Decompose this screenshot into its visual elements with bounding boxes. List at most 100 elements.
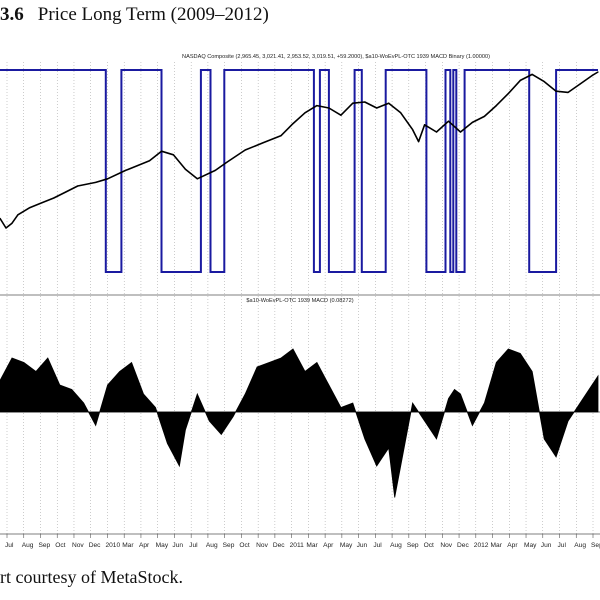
x-tick-label: 2010 xyxy=(105,542,120,549)
macd-histogram-layer xyxy=(0,348,599,498)
x-tick-label: Dec xyxy=(273,542,285,549)
price-point xyxy=(435,131,438,133)
x-tick-label: Aug xyxy=(22,542,34,549)
x-tick-label: 2012 xyxy=(474,542,489,549)
price-point xyxy=(136,165,139,167)
price-point xyxy=(555,90,557,92)
figure-caption: rt courtesy of MetaStock. xyxy=(0,567,183,587)
price-point xyxy=(328,107,330,109)
x-tick-label: Apr xyxy=(507,542,518,549)
price-point xyxy=(5,227,7,229)
price-point xyxy=(418,141,420,143)
price-point xyxy=(160,150,163,152)
x-tick-label: May xyxy=(524,542,537,549)
price-point xyxy=(214,169,216,171)
x-tick-label: Sep xyxy=(38,542,50,549)
price-point xyxy=(53,197,55,199)
x-tick-label: Mar xyxy=(122,542,134,549)
price-point xyxy=(107,178,109,180)
price-point xyxy=(388,102,390,104)
price-point xyxy=(172,154,174,156)
x-tick-label: Mar xyxy=(491,542,503,549)
price-point xyxy=(304,112,306,114)
price-point xyxy=(412,129,414,131)
price-point xyxy=(591,75,593,77)
x-tick-label: Mar xyxy=(306,542,318,549)
price-point xyxy=(65,191,67,193)
price-point xyxy=(459,131,462,133)
macd-panel-title: $a10-WoEvPL-OTC 1939 MACD (0.08272) xyxy=(246,298,353,304)
price-point xyxy=(262,142,264,144)
x-tick-label: Jul xyxy=(558,542,567,549)
price-point xyxy=(519,79,521,81)
price-point xyxy=(495,105,497,107)
x-tick-label: Apr xyxy=(139,542,150,549)
price-point xyxy=(400,112,402,114)
price-point xyxy=(340,114,342,116)
price-point xyxy=(579,83,581,85)
price-point xyxy=(292,123,294,125)
nasdaq-price-line xyxy=(0,71,599,229)
price-point xyxy=(29,207,31,209)
price-point xyxy=(531,73,533,75)
price-point xyxy=(471,121,473,123)
price-point xyxy=(95,181,97,183)
x-tick-label: Apr xyxy=(323,542,334,549)
x-tick-label: Jun xyxy=(357,542,368,549)
x-tick-label: Jun xyxy=(172,542,183,549)
figure-title-text: Price Long Term (2009–2012) xyxy=(37,4,269,25)
x-tick-label: Dec xyxy=(457,542,469,549)
x-tick-label: Oct xyxy=(55,542,65,549)
x-tick-label: Sep xyxy=(223,542,235,549)
macd-histogram xyxy=(0,348,599,498)
price-point xyxy=(447,120,450,122)
x-tick-label: Aug xyxy=(390,542,402,549)
price-point xyxy=(567,91,569,93)
macd-panel: $a10-WoEvPL-OTC 1939 MACD (0.08272) xyxy=(0,298,600,498)
price-point xyxy=(483,115,485,117)
x-tick-label: Sep xyxy=(591,542,600,549)
x-tick-label: May xyxy=(340,542,353,549)
price-point xyxy=(226,161,228,163)
x-tick-label: Aug xyxy=(574,542,586,549)
x-axis: Jul Aug Sep Oct Nov Dec 2010 Mar Apr May Jun Jul Aug… xyxy=(5,534,600,549)
x-tick-label: Nov xyxy=(256,542,268,549)
price-point xyxy=(148,160,151,162)
price-line-layer xyxy=(0,71,599,229)
price-point xyxy=(184,168,186,170)
macd-binary-layer xyxy=(0,69,598,273)
figure-title: 3.6 Price Long Term (2009–2012) xyxy=(0,4,269,26)
price-point xyxy=(364,101,366,103)
x-tick-label: Nov xyxy=(72,542,84,549)
x-tick-label: May xyxy=(156,542,169,549)
x-tick-label: Oct xyxy=(239,542,249,549)
x-tick-label: Oct xyxy=(424,542,434,549)
price-point xyxy=(280,135,282,137)
x-tick-label: 2011 xyxy=(290,542,305,549)
x-tick-label: Jul xyxy=(189,542,198,549)
price-point xyxy=(376,107,378,109)
x-tick-label: Sep xyxy=(407,542,419,549)
price-panel-title: NASDAQ Composite (2,965.45, 3,021.41, 2,… xyxy=(182,54,490,60)
price-point xyxy=(597,71,599,73)
x-tick-label: Nov xyxy=(440,542,452,549)
price-point xyxy=(17,214,19,216)
price-point xyxy=(424,124,426,126)
figure-number: 3.6 xyxy=(0,4,24,25)
macd-binary-line xyxy=(0,69,598,273)
x-tick-label: Jun xyxy=(541,542,552,549)
price-point xyxy=(244,149,246,151)
price-point xyxy=(543,81,545,83)
x-tick-label: Jul xyxy=(373,542,382,549)
price-point xyxy=(77,185,79,187)
price-point xyxy=(41,202,43,204)
x-tick-label: Jul xyxy=(5,542,14,549)
price-point xyxy=(507,93,509,95)
price-point xyxy=(0,217,1,219)
price-point xyxy=(125,169,127,171)
price-point xyxy=(196,178,198,180)
price-point xyxy=(316,105,318,107)
x-tick-label: Aug xyxy=(206,542,218,549)
price-point xyxy=(11,222,13,224)
